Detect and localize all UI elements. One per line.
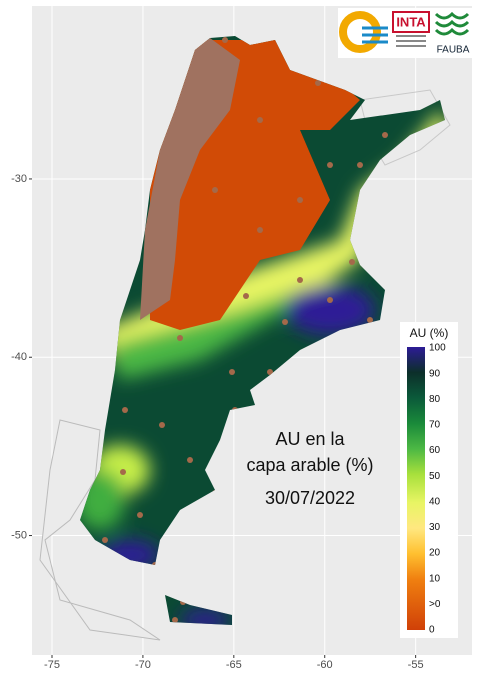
legend-label: 50 bbox=[429, 471, 441, 482]
inta-stripes bbox=[396, 35, 426, 47]
legend-label: 40 bbox=[429, 496, 441, 507]
annotation: 30/07/2022 bbox=[265, 488, 355, 508]
inta-logo: INTA bbox=[396, 14, 426, 29]
legend-label: 0 bbox=[429, 625, 435, 636]
legend-label: 70 bbox=[429, 420, 441, 431]
chile-coast bbox=[39, 419, 161, 641]
x-tick-label: -65 bbox=[226, 659, 242, 671]
legend-label: 80 bbox=[429, 394, 441, 405]
inta-box bbox=[392, 11, 430, 33]
legend-label: 10 bbox=[429, 573, 441, 584]
legend-label: 30 bbox=[429, 522, 441, 533]
x-tick-label: -60 bbox=[317, 659, 333, 671]
legend-title: AU (%) bbox=[410, 326, 449, 340]
y-tick-label: -50 bbox=[11, 529, 27, 541]
legend-label: 60 bbox=[429, 445, 441, 456]
logo-ring bbox=[339, 11, 381, 53]
legend-labels: 100 90 80 70 60 50 40 30 20 10 >0 0 bbox=[429, 343, 446, 636]
legend-label: >0 bbox=[429, 599, 441, 610]
y-tick-label: -40 bbox=[11, 351, 27, 363]
logo-waves bbox=[362, 26, 388, 44]
x-tick-label: -55 bbox=[408, 659, 424, 671]
annotation: capa arable (%) bbox=[246, 455, 373, 475]
fauba-mark bbox=[434, 11, 470, 36]
x-tick-label: -75 bbox=[44, 659, 60, 671]
legend-label: 20 bbox=[429, 548, 441, 559]
fauba-logo: FAUBA bbox=[437, 45, 470, 56]
annotation: AU en la bbox=[275, 429, 345, 449]
x-tick-label: -70 bbox=[135, 659, 151, 671]
legend-label: 90 bbox=[429, 368, 441, 379]
legend-label: 100 bbox=[429, 343, 446, 354]
y-tick-label: -30 bbox=[11, 173, 27, 185]
color-bar bbox=[407, 347, 425, 630]
